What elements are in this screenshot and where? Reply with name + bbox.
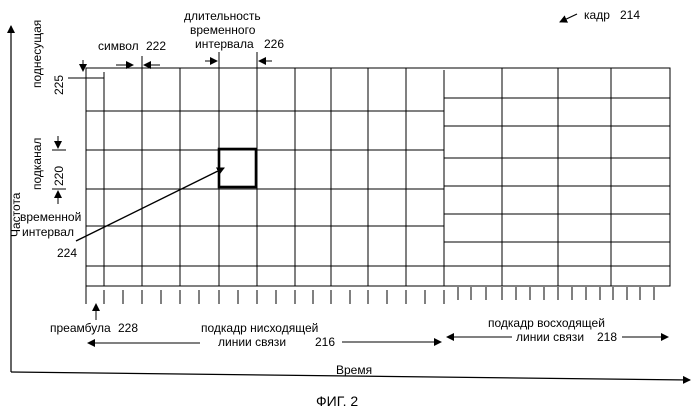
slot-duration-line3: интервала bbox=[195, 37, 254, 51]
left-labels: поднесущая 225 подканал 220 Частота bbox=[9, 20, 88, 237]
uplink-line1: подкадр восходящей bbox=[488, 316, 605, 330]
uplink-line2: линии связи bbox=[516, 330, 584, 344]
downlink-label: подкадр нисходящей линии связи 216 bbox=[88, 321, 441, 349]
symbol-text: символ bbox=[98, 39, 139, 53]
symbol-label: символ 222 bbox=[98, 39, 166, 74]
frame-outline bbox=[86, 68, 670, 286]
subchannel-ref: 220 bbox=[52, 166, 66, 186]
symbol-ref: 222 bbox=[146, 39, 166, 53]
subcarrier-ref: 225 bbox=[52, 75, 66, 95]
preamble-ref: 228 bbox=[118, 321, 138, 335]
frame-label: кадр 214 bbox=[560, 8, 640, 22]
time-text: Время bbox=[336, 363, 372, 377]
slot-duration-ref: 226 bbox=[264, 37, 284, 51]
downlink-line1: подкадр нисходящей bbox=[201, 321, 318, 335]
timeslot-pointer-arrow bbox=[76, 168, 224, 241]
slot-duration-line2: временного bbox=[190, 23, 256, 37]
frame-ref: 214 bbox=[620, 8, 640, 22]
timeslot-ref: 224 bbox=[57, 246, 77, 260]
highlighted-timeslot bbox=[219, 149, 256, 187]
frame-pointer-arrow bbox=[560, 14, 577, 22]
slot-duration-label: длительность временного интервала 226 bbox=[184, 9, 284, 68]
frame-text: кадр bbox=[584, 8, 610, 22]
uplink-ref: 218 bbox=[597, 330, 617, 344]
frame-grid bbox=[86, 68, 670, 286]
preamble-label: преамбула 228 bbox=[50, 304, 138, 335]
timeslot-line1: временной bbox=[20, 210, 81, 224]
timeslot-label: временной интервал 224 bbox=[20, 168, 224, 260]
timeslot-line2: интервал bbox=[22, 225, 74, 239]
subcarrier-text: поднесущая bbox=[30, 20, 44, 88]
figure-caption: ФИГ. 2 bbox=[316, 393, 358, 409]
preamble-text: преамбула bbox=[50, 321, 111, 335]
slot-duration-line1: длительность bbox=[184, 9, 261, 23]
subchannel-text: подканал bbox=[30, 138, 44, 190]
downlink-line2: линии связи bbox=[218, 335, 286, 349]
uplink-label: подкадр восходящей линии связи 218 bbox=[447, 316, 668, 344]
downlink-ref: 216 bbox=[315, 335, 335, 349]
